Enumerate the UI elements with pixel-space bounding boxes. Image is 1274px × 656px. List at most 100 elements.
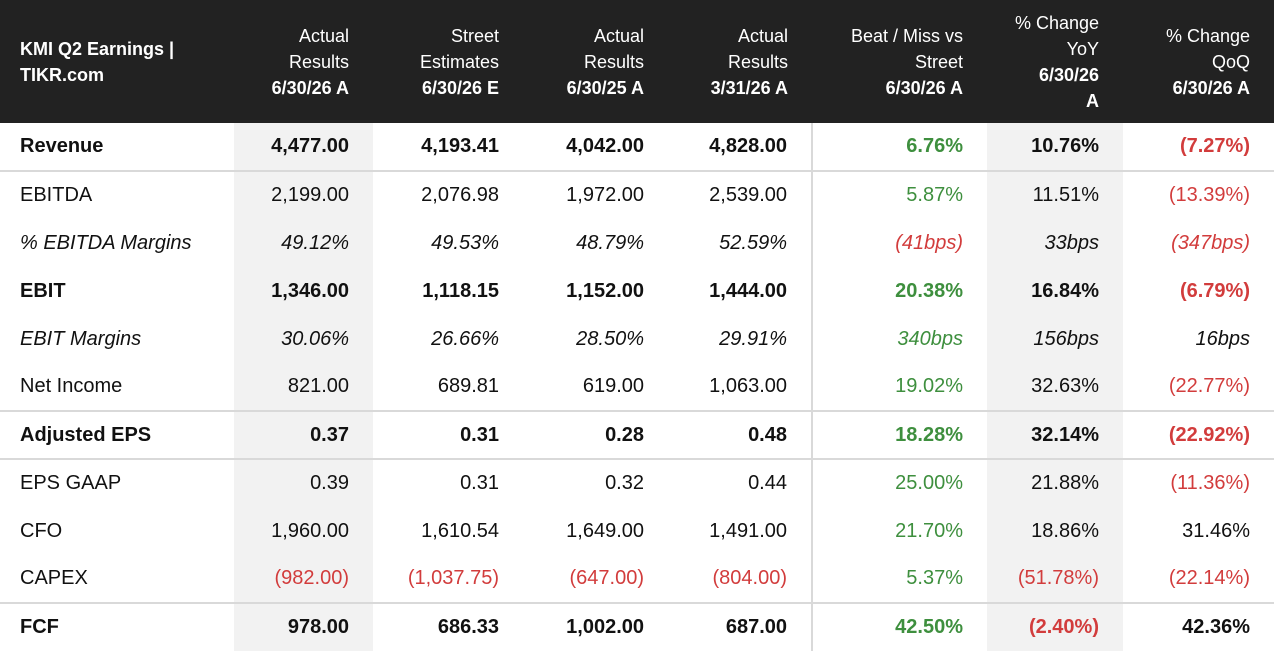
table-row-cfo: CFO 1,960.00 1,610.54 1,649.00 1,491.00 … <box>0 507 1274 555</box>
cell-estimate: (1,037.75) <box>407 567 499 589</box>
cell-estimate: 0.31 <box>373 410 523 459</box>
cell-prior-year: 1,649.00 <box>566 519 644 542</box>
col-header-actual-q2: Actual Results 6/30/26 A <box>271 25 349 98</box>
cell-yoy: 32.63% <box>987 363 1123 411</box>
col-header-change-yoy: % Change YoY 6/30/26 A <box>1014 12 1099 111</box>
table-row-ebitda-margins: % EBITDA Margins 49.12% 49.53% 48.79% 52… <box>0 219 1274 267</box>
row-label: EPS GAAP <box>0 458 234 507</box>
cell-prior-quarter: 0.44 <box>668 458 813 507</box>
row-label: Adjusted EPS <box>0 410 234 459</box>
cell-yoy: 33bps <box>987 219 1123 267</box>
cell-qoq: 31.46% <box>1182 519 1250 542</box>
cell-beat-miss: (41bps) <box>895 231 963 254</box>
cell-beat-miss: 6.76% <box>906 135 963 157</box>
cell-qoq: (22.92%) <box>1123 410 1274 459</box>
col-header-beat-miss: Beat / Miss vs Street 6/30/26 A <box>850 25 963 98</box>
cell-yoy: (2.40%) <box>987 602 1123 651</box>
cell-estimate: 49.53% <box>431 231 499 254</box>
table-row-capex: CAPEX (982.00) (1,037.75) (647.00) (804.… <box>0 555 1274 603</box>
cell-qoq: 42.36% <box>1123 602 1274 651</box>
col-header-change-qoq: % Change QoQ 6/30/26 A <box>1165 25 1250 98</box>
col-header-actual-prior-year: Actual Results 6/30/25 A <box>566 25 644 98</box>
cell-actual: 978.00 <box>234 602 373 651</box>
row-label: EBITDA <box>0 170 234 219</box>
cell-yoy: 10.76% <box>987 123 1123 171</box>
cell-qoq: (22.14%) <box>1168 567 1250 589</box>
cell-prior-quarter: 687.00 <box>668 602 813 651</box>
cell-estimate: 0.31 <box>373 458 523 507</box>
cell-yoy: 21.88% <box>987 458 1123 507</box>
cell-actual: 1,960.00 <box>234 507 373 555</box>
cell-actual: (982.00) <box>234 555 373 603</box>
row-label: Net Income <box>20 375 123 397</box>
row-label: FCF <box>0 602 234 651</box>
cell-beat-miss: 340bps <box>897 327 963 350</box>
row-label: EBIT <box>20 279 66 302</box>
cell-actual: 0.39 <box>234 458 373 507</box>
table-row-revenue: Revenue 4,477.00 4,193.41 4,042.00 4,828… <box>0 123 1274 171</box>
cell-actual: 4,477.00 <box>234 123 373 171</box>
col-header-street-estimates: Street Estimates 6/30/26 E <box>419 25 499 98</box>
table-row-ebit-margins: EBIT Margins 30.06% 26.66% 28.50% 29.91%… <box>0 315 1274 363</box>
cell-qoq: (7.27%) <box>1179 135 1250 157</box>
cell-beat-miss: 19.02% <box>895 375 963 397</box>
table-title: KMI Q2 Earnings | TIKR.com <box>20 38 175 85</box>
cell-estimate: 26.66% <box>431 327 499 350</box>
cell-prior-year: 1,002.00 <box>523 602 668 651</box>
cell-estimate: 4,193.41 <box>421 135 499 157</box>
row-label: Revenue <box>20 135 104 157</box>
cell-beat-miss: 20.38% <box>895 279 963 302</box>
cell-prior-quarter: 1,063.00 <box>668 363 813 411</box>
table-row-ebit: EBIT 1,346.00 1,118.15 1,152.00 1,444.00… <box>0 267 1274 315</box>
cell-prior-year: 1,972.00 <box>523 170 668 219</box>
cell-estimate: 2,076.98 <box>373 170 523 219</box>
cell-qoq: (11.36%) <box>1123 458 1274 507</box>
cell-prior-quarter: (804.00) <box>668 555 813 603</box>
cell-actual: 30.06% <box>234 315 373 363</box>
col-header-actual-prior-quarter: Actual Results 3/31/26 A <box>710 25 788 98</box>
cell-beat-miss: 25.00% <box>812 458 987 507</box>
cell-prior-year: (647.00) <box>569 567 645 589</box>
cell-beat-miss: 42.50% <box>812 602 987 651</box>
row-label: EBIT Margins <box>20 327 142 350</box>
cell-prior-year: 619.00 <box>582 375 644 397</box>
cell-qoq: (347bps) <box>1171 231 1250 254</box>
cell-beat-miss: 18.28% <box>812 410 987 459</box>
cell-actual: 49.12% <box>234 219 373 267</box>
cell-qoq: (13.39%) <box>1123 170 1274 219</box>
table-row-ebitda: EBITDA 2,199.00 2,076.98 1,972.00 2,539.… <box>0 170 1274 219</box>
header-row: KMI Q2 Earnings | TIKR.com Actual Result… <box>0 0 1274 123</box>
table-row-eps-gaap: EPS GAAP 0.39 0.31 0.32 0.44 25.00% 21.8… <box>0 458 1274 507</box>
cell-estimate: 686.33 <box>373 602 523 651</box>
cell-prior-quarter: 1,444.00 <box>668 267 813 315</box>
cell-yoy: 156bps <box>987 315 1123 363</box>
cell-yoy: (51.78%) <box>987 555 1123 603</box>
table-row-adjusted-eps: Adjusted EPS 0.37 0.31 0.28 0.48 18.28% … <box>0 410 1274 459</box>
cell-prior-quarter: 4,828.00 <box>668 123 813 171</box>
cell-yoy: 16.84% <box>987 267 1123 315</box>
cell-actual: 821.00 <box>234 363 373 411</box>
cell-prior-quarter: 2,539.00 <box>668 170 813 219</box>
cell-yoy: 11.51% <box>987 170 1123 219</box>
cell-prior-year: 4,042.00 <box>566 135 644 157</box>
cell-qoq: (6.79%) <box>1179 279 1250 302</box>
row-label: % EBITDA Margins <box>20 231 192 254</box>
cell-prior-year: 48.79% <box>576 231 644 254</box>
cell-beat-miss: 5.37% <box>906 567 963 589</box>
cell-actual: 1,346.00 <box>234 267 373 315</box>
cell-qoq: 16bps <box>1195 327 1251 350</box>
cell-yoy: 18.86% <box>987 507 1123 555</box>
cell-qoq: (22.77%) <box>1168 375 1250 397</box>
cell-estimate: 1,610.54 <box>421 519 499 542</box>
table-row-fcf: FCF 978.00 686.33 1,002.00 687.00 42.50%… <box>0 602 1274 651</box>
cell-prior-quarter: 29.91% <box>668 315 813 363</box>
cell-prior-quarter: 0.48 <box>668 410 813 459</box>
cell-beat-miss: 5.87% <box>812 170 987 219</box>
cell-prior-year: 0.32 <box>523 458 668 507</box>
table-row-net-income: Net Income 821.00 689.81 619.00 1,063.00… <box>0 363 1274 411</box>
cell-prior-quarter: 52.59% <box>668 219 813 267</box>
cell-prior-year: 0.28 <box>523 410 668 459</box>
row-label: CAPEX <box>20 567 88 589</box>
cell-estimate: 689.81 <box>437 375 499 397</box>
